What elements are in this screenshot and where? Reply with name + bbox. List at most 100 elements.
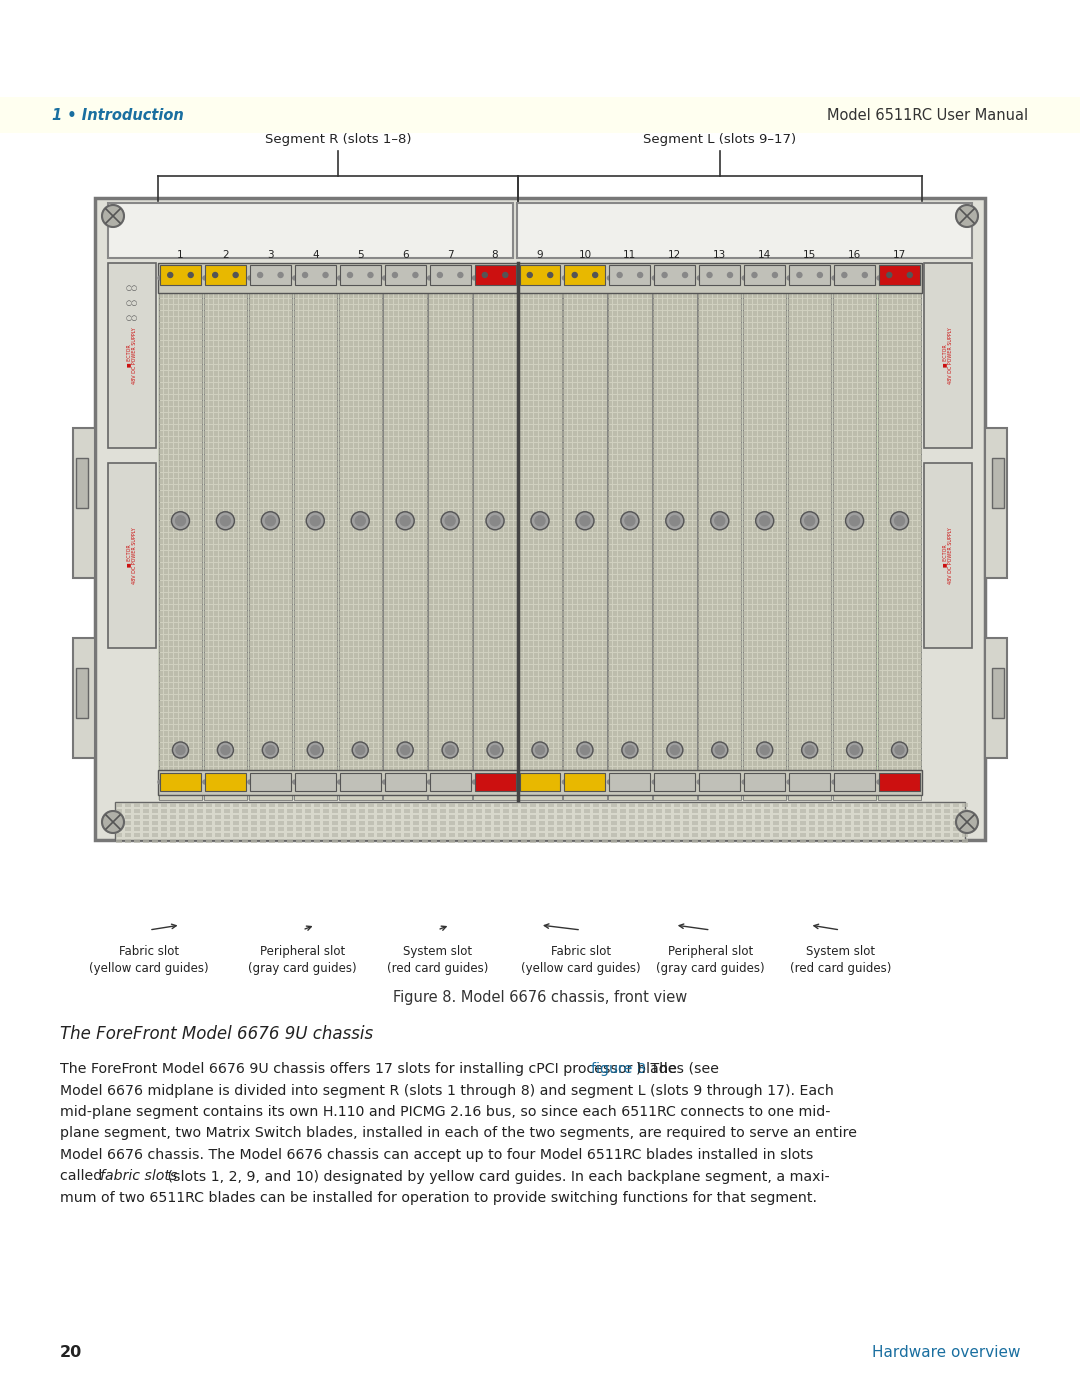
- Bar: [638, 372, 643, 376]
- Bar: [284, 712, 288, 718]
- Bar: [269, 377, 273, 381]
- Bar: [404, 539, 408, 543]
- Bar: [514, 738, 517, 742]
- Bar: [294, 432, 298, 436]
- Bar: [168, 780, 173, 784]
- Bar: [309, 521, 313, 527]
- Circle shape: [441, 511, 459, 529]
- Bar: [669, 636, 673, 640]
- Bar: [469, 275, 473, 279]
- Bar: [494, 395, 498, 400]
- Bar: [798, 557, 802, 562]
- Bar: [598, 791, 603, 796]
- Bar: [414, 312, 418, 316]
- Bar: [693, 372, 698, 376]
- Bar: [893, 617, 897, 622]
- Bar: [798, 312, 802, 316]
- Bar: [309, 401, 313, 407]
- Bar: [699, 365, 702, 370]
- Bar: [808, 569, 812, 574]
- Bar: [423, 592, 428, 598]
- Bar: [429, 539, 433, 543]
- Bar: [368, 827, 374, 831]
- Bar: [229, 341, 233, 346]
- Bar: [184, 712, 188, 718]
- Bar: [565, 265, 606, 285]
- Bar: [604, 346, 607, 352]
- Bar: [349, 754, 353, 760]
- Bar: [159, 592, 163, 598]
- Bar: [883, 743, 887, 747]
- Bar: [303, 780, 308, 784]
- Bar: [573, 479, 578, 483]
- Bar: [583, 587, 588, 592]
- Bar: [514, 341, 517, 346]
- Bar: [494, 539, 498, 543]
- Bar: [219, 652, 222, 658]
- Bar: [903, 395, 907, 400]
- Bar: [518, 738, 523, 742]
- Bar: [469, 299, 473, 305]
- Bar: [494, 455, 498, 460]
- Bar: [539, 323, 542, 328]
- Bar: [343, 617, 348, 622]
- Bar: [659, 725, 662, 731]
- Bar: [319, 341, 323, 346]
- Bar: [863, 791, 867, 796]
- Bar: [783, 647, 787, 652]
- Bar: [324, 569, 328, 574]
- Bar: [294, 576, 298, 580]
- Circle shape: [188, 272, 193, 278]
- Bar: [309, 275, 313, 279]
- Bar: [693, 665, 698, 671]
- Bar: [783, 623, 787, 629]
- Bar: [152, 809, 158, 813]
- Bar: [528, 353, 532, 358]
- Bar: [701, 809, 707, 813]
- Bar: [798, 448, 802, 454]
- Bar: [364, 592, 368, 598]
- Bar: [713, 414, 717, 418]
- Bar: [284, 761, 288, 766]
- Bar: [239, 312, 243, 316]
- Bar: [244, 521, 248, 527]
- Bar: [204, 312, 208, 316]
- Bar: [509, 785, 513, 789]
- Bar: [594, 275, 597, 279]
- Bar: [764, 550, 767, 556]
- Bar: [703, 414, 707, 418]
- Bar: [234, 365, 238, 370]
- Bar: [833, 629, 837, 634]
- Bar: [788, 305, 792, 310]
- Bar: [324, 270, 328, 274]
- Bar: [893, 587, 897, 592]
- Bar: [514, 780, 517, 784]
- Bar: [663, 388, 667, 394]
- Bar: [379, 557, 382, 562]
- Bar: [783, 738, 787, 742]
- Bar: [199, 694, 203, 700]
- Bar: [509, 636, 513, 640]
- Bar: [688, 312, 692, 316]
- Bar: [539, 840, 545, 842]
- Bar: [528, 432, 532, 436]
- Circle shape: [355, 515, 365, 525]
- Bar: [688, 372, 692, 376]
- Bar: [693, 629, 698, 634]
- Bar: [528, 652, 532, 658]
- Bar: [644, 629, 647, 634]
- Bar: [554, 599, 557, 604]
- Circle shape: [683, 272, 688, 278]
- Bar: [168, 694, 173, 700]
- Bar: [503, 605, 508, 610]
- Bar: [158, 770, 922, 795]
- Bar: [179, 694, 183, 700]
- Bar: [334, 534, 338, 538]
- Bar: [708, 497, 713, 502]
- Bar: [699, 265, 740, 285]
- Bar: [299, 623, 302, 629]
- Bar: [319, 383, 323, 388]
- Bar: [359, 821, 365, 826]
- Bar: [404, 833, 410, 837]
- Bar: [573, 335, 578, 339]
